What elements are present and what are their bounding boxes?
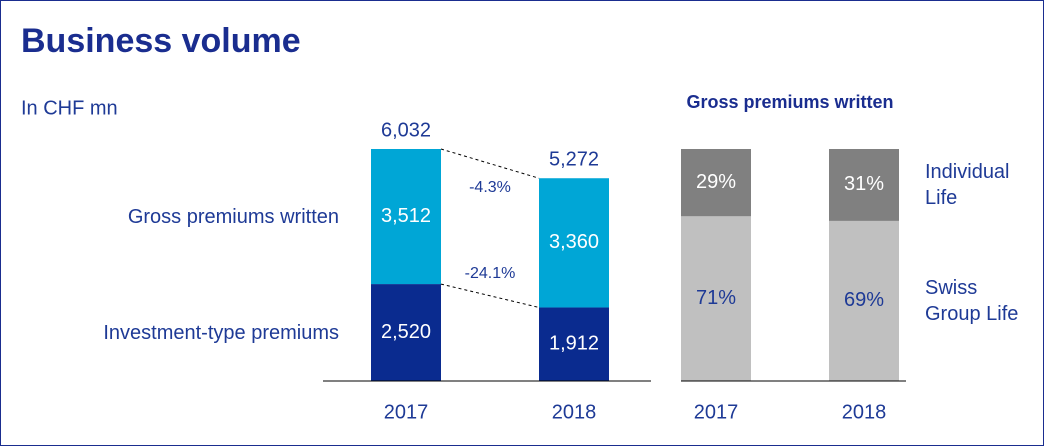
value-label: 3,360 bbox=[549, 231, 599, 253]
value-label: 69% bbox=[844, 289, 884, 311]
bar-segment bbox=[539, 307, 609, 381]
series-label: Individual Life bbox=[925, 160, 1010, 209]
x-tick-label: 2017 bbox=[694, 401, 739, 423]
total-label: 5,272 bbox=[549, 149, 599, 171]
change-label: -4.3% bbox=[469, 179, 511, 196]
series-label: Gross premiums written bbox=[127, 205, 339, 228]
bar-segment bbox=[829, 149, 899, 221]
subtitle: In CHF mn bbox=[21, 97, 118, 119]
series-label: Swiss Group Life bbox=[925, 276, 1019, 325]
total-label: 6,032 bbox=[381, 119, 431, 141]
bar-segment bbox=[371, 149, 441, 285]
bar-segment bbox=[681, 149, 751, 217]
change-label: -24.1% bbox=[465, 265, 516, 282]
value-label: 3,512 bbox=[381, 205, 431, 227]
chart-title: Gross premiums written bbox=[686, 92, 893, 112]
value-label: 31% bbox=[844, 173, 884, 195]
x-tick-label: 2018 bbox=[842, 401, 887, 423]
bar-segment bbox=[539, 178, 609, 308]
x-tick-label: 2018 bbox=[552, 401, 597, 423]
connector bbox=[440, 148, 540, 179]
bar-segment bbox=[681, 216, 751, 381]
bar-segment bbox=[829, 220, 899, 381]
value-label: 2,520 bbox=[381, 321, 431, 343]
series-label: Investment-type premiums bbox=[103, 321, 339, 344]
x-tick-label: 2017 bbox=[384, 401, 429, 423]
connector bbox=[440, 283, 540, 308]
slide-title: Business volume bbox=[21, 22, 301, 60]
value-label: 71% bbox=[696, 287, 736, 309]
value-label: 29% bbox=[696, 171, 736, 193]
value-label: 1,912 bbox=[549, 333, 599, 355]
bar-segment bbox=[371, 284, 441, 381]
